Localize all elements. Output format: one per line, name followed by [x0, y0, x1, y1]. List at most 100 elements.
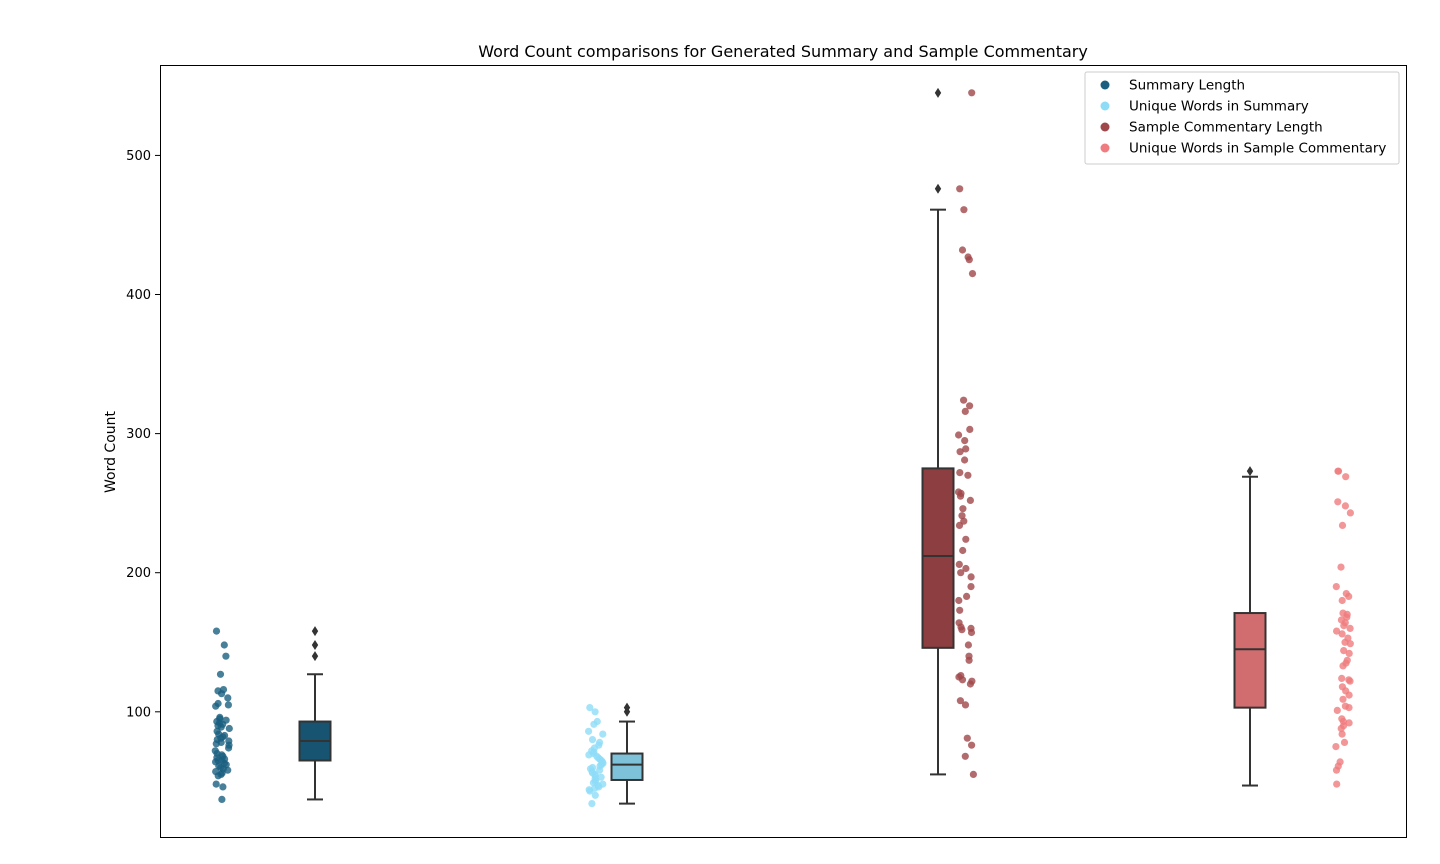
strip-point [214, 687, 222, 695]
strip-point [1341, 502, 1349, 510]
strip-point [1336, 758, 1344, 766]
plot-area [211, 87, 1354, 808]
strip-point [956, 185, 964, 193]
strip-point [591, 708, 599, 716]
strip-point [954, 488, 963, 496]
strip-point [967, 583, 975, 591]
y-tick-label: 500 [126, 149, 151, 164]
legend-label: Unique Words in Sample Commentary [1129, 141, 1386, 157]
strip-point [968, 741, 976, 749]
box-outlier [311, 640, 319, 651]
strip-point [961, 701, 970, 709]
strip-point [1333, 627, 1341, 635]
strip-point [1346, 624, 1354, 633]
y-tick-label: 100 [126, 705, 151, 720]
strip-point [1345, 719, 1353, 727]
box-iqr [610, 752, 644, 781]
box-outlier [623, 702, 631, 713]
strip-point [956, 606, 964, 614]
strip-point [964, 641, 973, 649]
strip-point [585, 786, 593, 794]
strip-point [958, 512, 966, 520]
strip-point [955, 619, 963, 627]
strip-point [1342, 590, 1350, 598]
strip-point [216, 670, 225, 678]
strip-point [222, 716, 230, 724]
strip-point [960, 517, 968, 525]
strip-point [1342, 473, 1350, 481]
strip-point [960, 396, 968, 404]
legend-label: Sample Commentary Length [1129, 120, 1323, 136]
strip-point [1338, 674, 1346, 683]
strip-point [956, 448, 964, 456]
strip-point [957, 569, 965, 577]
strip-point [969, 770, 978, 779]
strip-point [225, 737, 233, 745]
strip-point [1338, 730, 1346, 738]
strip-point [1333, 706, 1341, 715]
strip-point [219, 783, 227, 791]
strip-point [221, 731, 229, 740]
strip-point [596, 738, 604, 747]
series-group [1233, 466, 1354, 788]
strip-point [218, 795, 226, 804]
box-outlier [311, 651, 319, 662]
strip-point [964, 253, 972, 261]
strip-point [599, 780, 607, 788]
strip-point [968, 677, 976, 685]
y-axis: 100 200 300 400 500 [126, 149, 160, 720]
strip-point [961, 407, 969, 415]
box-iqr [921, 467, 955, 649]
strip-point [968, 270, 977, 278]
strip-point [961, 437, 969, 445]
strip-point [1337, 616, 1345, 624]
box-iqr [1233, 612, 1267, 709]
strip-point [212, 768, 220, 776]
y-tick-label: 400 [126, 288, 151, 303]
strip-point [962, 564, 970, 573]
legend-box [1084, 71, 1400, 165]
y-tick-label: 300 [126, 427, 151, 442]
strip-point [1344, 634, 1352, 642]
strip-point [963, 592, 971, 601]
strip-point [1345, 676, 1353, 684]
strip-point [1332, 583, 1340, 591]
strip-point [967, 624, 975, 633]
strip-point [1345, 649, 1353, 658]
strip-point [214, 699, 222, 708]
strip-point [591, 791, 599, 799]
strip-point [224, 701, 232, 709]
strip-point [599, 730, 607, 738]
strip-point [588, 736, 597, 744]
strip-point [212, 780, 220, 788]
legend-marker [1100, 122, 1110, 132]
box-outlier [311, 626, 319, 637]
strip-point [1338, 596, 1346, 605]
strip-point [966, 402, 974, 410]
strip-point [1338, 521, 1347, 530]
strip-point [1346, 509, 1354, 517]
strip-point [1340, 647, 1348, 655]
strip-point [966, 425, 974, 433]
strip-point [212, 627, 221, 635]
strip-point [211, 747, 219, 755]
strip-point [1338, 630, 1346, 638]
strip-point [219, 686, 228, 694]
strip-point [955, 596, 963, 605]
strip-point [585, 727, 593, 735]
strip-point [959, 546, 967, 555]
strip-point [962, 445, 970, 453]
strip-point [597, 773, 605, 781]
strip-point [958, 246, 967, 254]
strip-point [589, 763, 597, 772]
strip-point [1338, 715, 1346, 723]
legend: Summary Length Unique Words in Summary Sam… [1084, 71, 1400, 165]
strip-point [1343, 656, 1351, 664]
legend-marker [1100, 80, 1110, 90]
strip-point [1337, 563, 1345, 571]
strip-point [961, 752, 969, 760]
y-tick-label: 200 [126, 566, 151, 581]
legend-label: Unique Words in Summary [1129, 99, 1309, 115]
y-axis-title: Word Count [103, 410, 119, 493]
strip-point [225, 724, 233, 733]
